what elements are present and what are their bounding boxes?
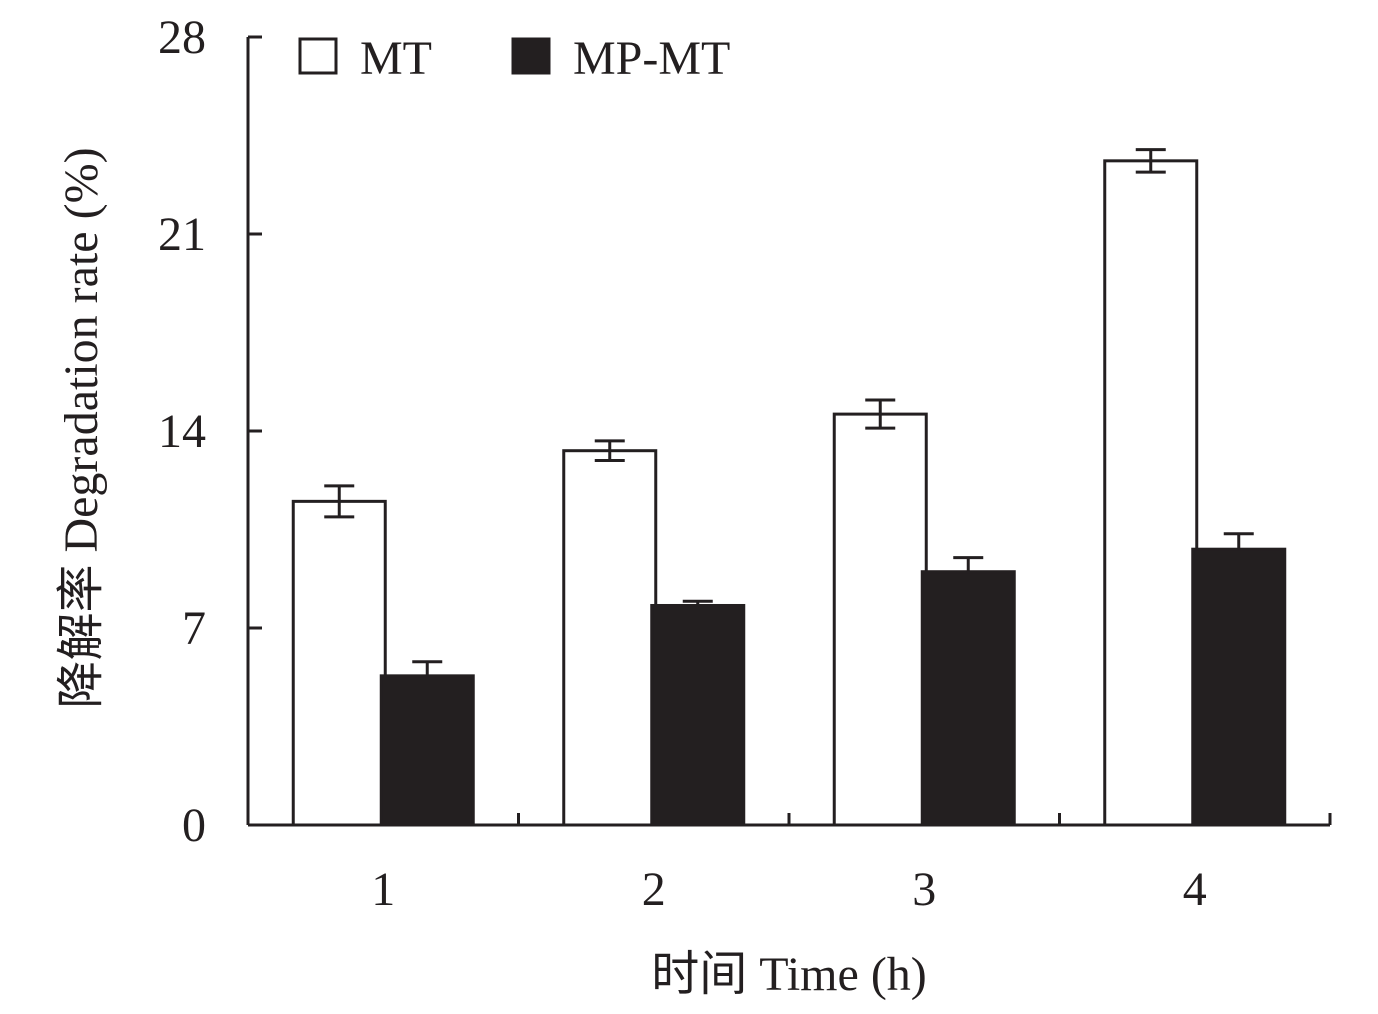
axes-layer: 0 7 14 21 28 1 2 3 4 [158,11,1332,916]
legend-swatch-mt [298,37,338,75]
x-tick-label: 4 [1183,863,1207,916]
x-ticks: 1 2 3 4 [371,813,1332,916]
y-tick-label: 28 [158,11,206,64]
y-axis-label: 降解率 Degradation rate (%) [55,147,108,708]
legend-swatch-mp-mt [511,37,551,75]
y-tick-label: 7 [182,602,206,655]
bar-mp-mt-3 [920,570,1016,827]
x-tick-label: 3 [912,863,936,916]
bar-mt-1 [291,499,387,827]
y-tick-label: 14 [158,405,206,458]
y-tick-label: 21 [158,208,206,261]
legend-label-mt: MT [360,32,432,85]
legend: MT MP-MT [298,32,730,85]
bar-mp-mt-2 [650,603,746,827]
bars-layer [291,148,1287,827]
x-axis-label: 时间 Time (h) [651,948,927,1001]
bar-mt-3 [832,412,928,827]
y-ticks: 0 7 14 21 28 [158,11,262,852]
bar-mt-2 [562,449,658,827]
y-tick-label: 0 [182,799,206,852]
bar-mp-mt-4 [1191,547,1287,827]
x-tick-label: 1 [371,863,395,916]
bar-mp-mt-1 [379,674,475,827]
bar-mt-4 [1103,159,1199,827]
legend-label-mp-mt: MP-MT [573,32,730,85]
x-tick-label: 2 [642,863,666,916]
